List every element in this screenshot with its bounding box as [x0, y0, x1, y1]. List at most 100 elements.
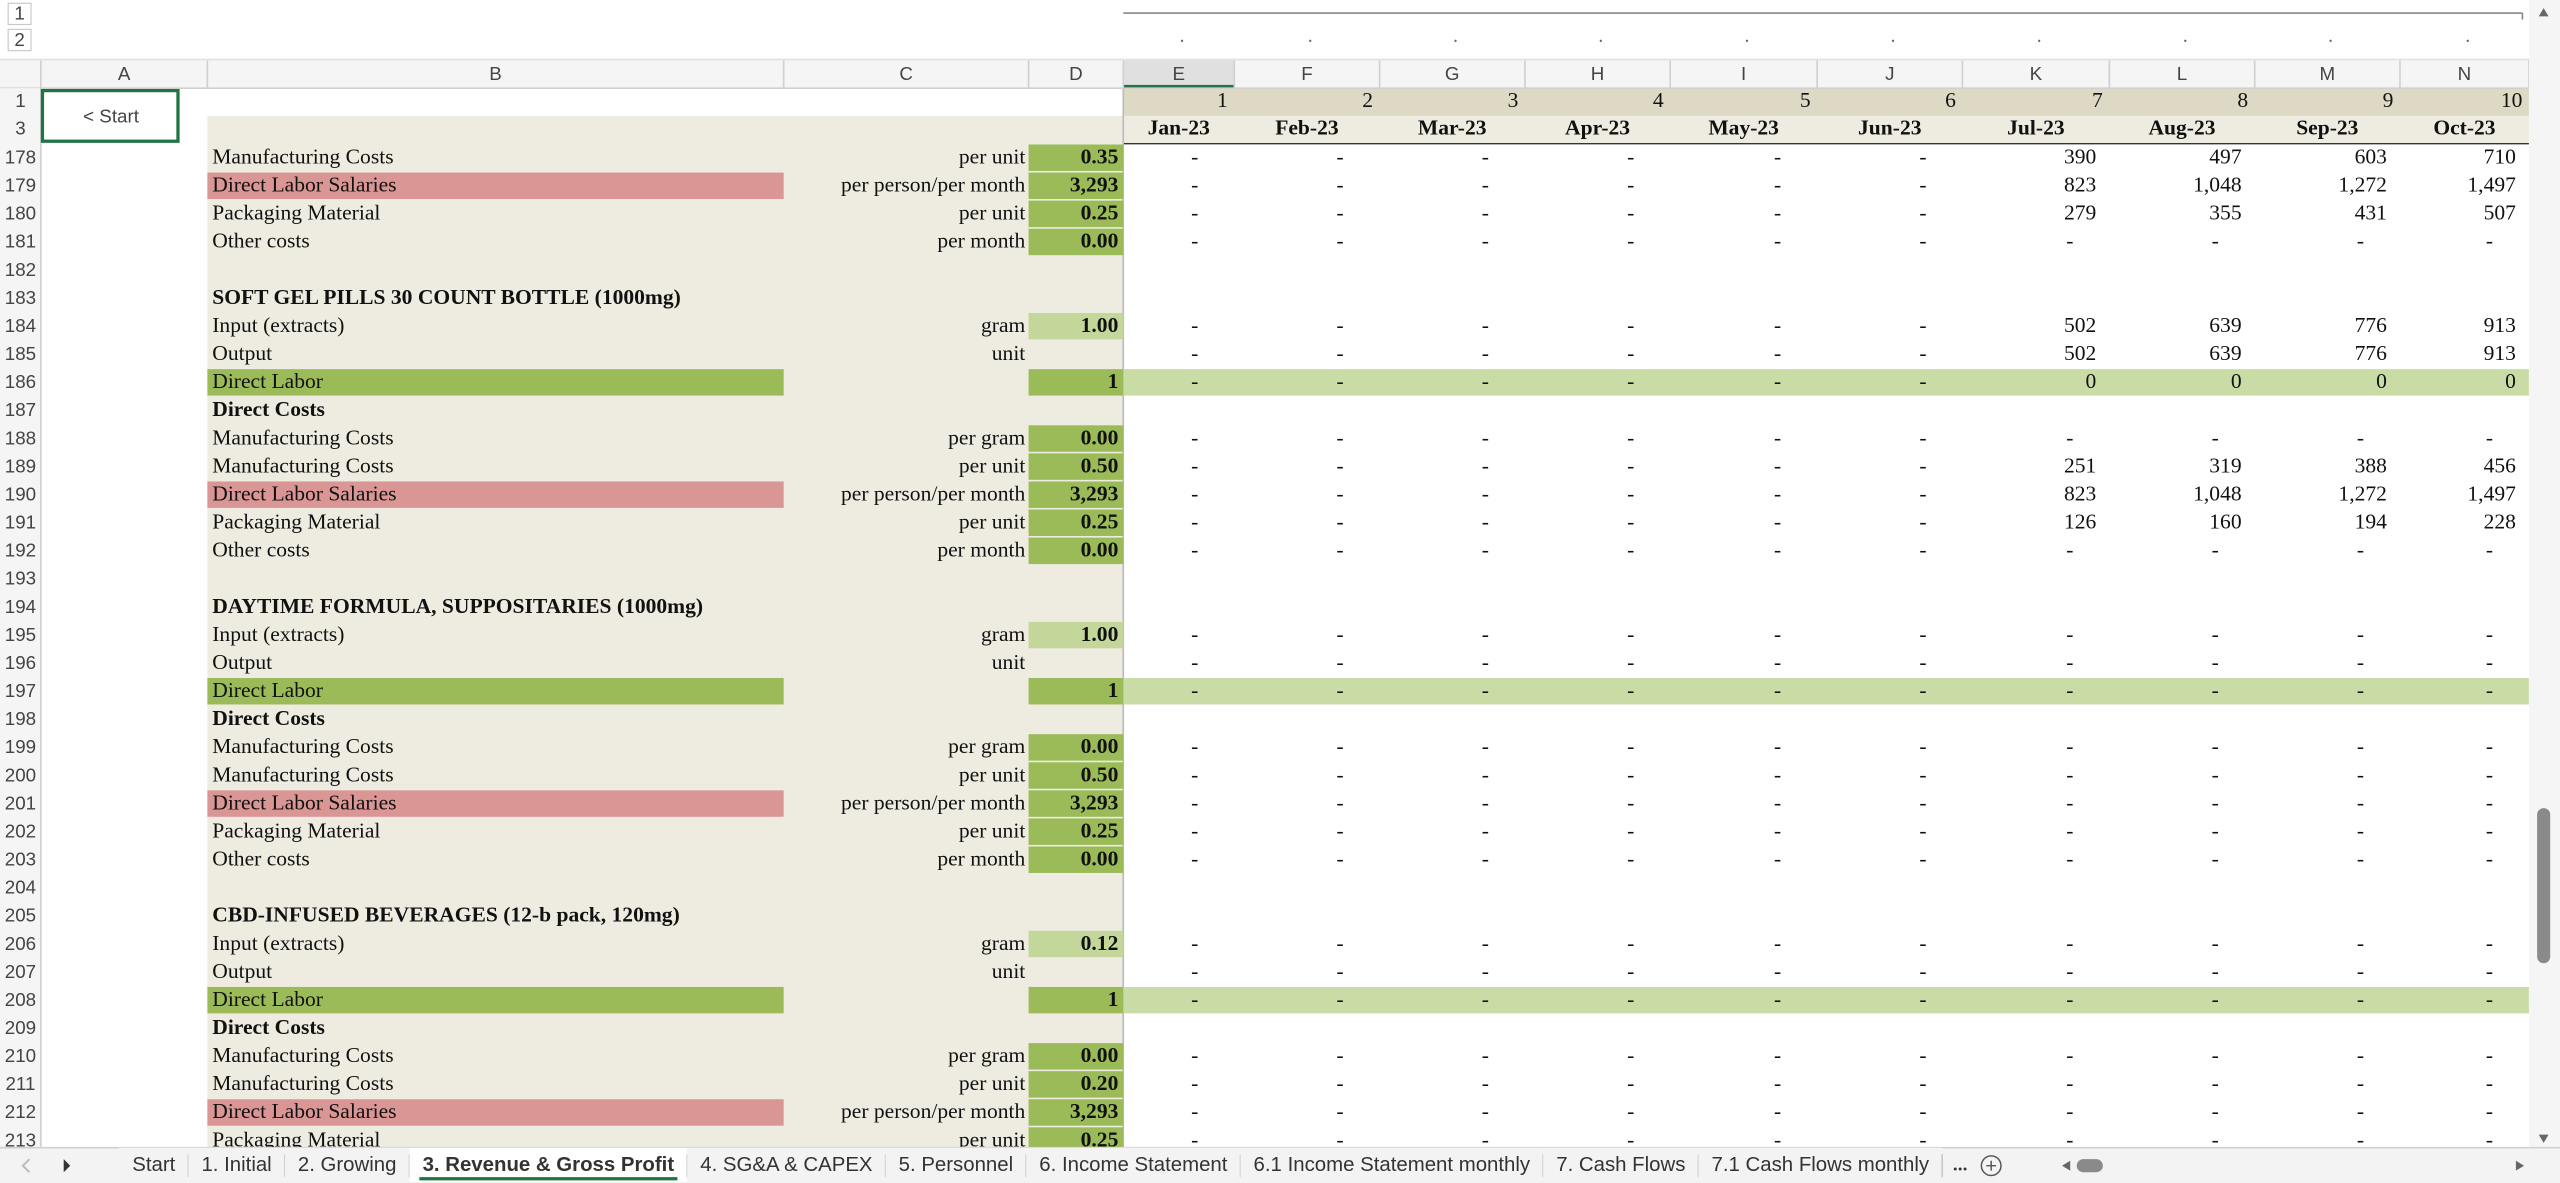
period-number: 5 — [1800, 88, 1811, 112]
cell-value: - — [1919, 959, 1926, 983]
cell-value: - — [1336, 1043, 1343, 1067]
cell-value: - — [1627, 453, 1634, 477]
sheet-tab[interactable] — [188, 1147, 285, 1183]
group-dot — [2038, 39, 2041, 42]
row-label: Direct Labor Salaries — [212, 173, 396, 197]
row-number: 3 — [15, 118, 25, 139]
cell-value: - — [2357, 959, 2364, 983]
cell-value: - — [1482, 762, 1489, 786]
cell-value: - — [1482, 622, 1489, 646]
row-number: 200 — [5, 764, 36, 785]
row-number: 184 — [5, 315, 36, 336]
unit-label: per gram — [948, 734, 1025, 758]
cell-value: - — [1336, 144, 1343, 168]
row-label: Input (extracts) — [212, 931, 344, 955]
cell-value: - — [1774, 1127, 1781, 1151]
cell-value: - — [2486, 959, 2493, 983]
cell-value: 823 — [2064, 173, 2096, 197]
h-scroll-left[interactable] — [2062, 1160, 2071, 1171]
outline-level-button[interactable] — [7, 28, 32, 52]
sheet-tab[interactable] — [687, 1147, 886, 1183]
row-number: 211 — [5, 1073, 35, 1094]
cell-value: - — [2066, 818, 2073, 842]
cell-value: - — [1627, 790, 1634, 814]
cell-value: - — [1627, 369, 1634, 393]
cell-value: - — [1627, 510, 1634, 534]
row-number: 209 — [5, 1017, 36, 1038]
cell-value: - — [1482, 425, 1489, 449]
month-header: Jul-23 — [2007, 116, 2065, 140]
unit-label: gram — [981, 931, 1026, 955]
cell-value: - — [2357, 538, 2364, 562]
cell-value: - — [1482, 959, 1489, 983]
cell-value: - — [2212, 987, 2219, 1011]
cell-value: 1,048 — [2193, 173, 2241, 197]
rate-value: 0.00 — [1081, 425, 1119, 449]
rate-fill — [1028, 537, 1124, 565]
sheet-tab-label: 6. Income Statement — [1039, 1154, 1227, 1176]
cell-value: 228 — [2484, 510, 2516, 534]
month-header: Jun-23 — [1858, 116, 1922, 140]
add-sheet[interactable] — [1980, 1155, 2002, 1177]
cell-value: - — [1627, 1127, 1634, 1151]
scroll-up[interactable] — [2538, 8, 2549, 17]
h-scroll-right[interactable] — [2515, 1160, 2525, 1171]
sheet-tab[interactable] — [119, 1147, 189, 1183]
cell-value: - — [1191, 173, 1198, 197]
cell-value: - — [1482, 987, 1489, 1011]
section-label: DAYTIME FORMULA, SUPPOSITARIES (1000mg) — [212, 594, 703, 618]
cell-value: - — [2357, 1043, 2364, 1067]
row-number: 182 — [5, 259, 36, 280]
scroll-thumb[interactable] — [2537, 808, 2551, 964]
cell-value: - — [1919, 818, 1926, 842]
column-header: N — [2458, 63, 2472, 84]
cell-value: - — [1336, 369, 1343, 393]
outline-level-button[interactable] — [7, 2, 32, 26]
cell-value: - — [1774, 762, 1781, 786]
h-scroll-thumb[interactable] — [2076, 1159, 2103, 1173]
cell-value: - — [2212, 425, 2219, 449]
sheet-tab[interactable] — [885, 1147, 1027, 1183]
scroll-down[interactable] — [2538, 1134, 2549, 1143]
sheet-tab[interactable] — [1698, 1147, 1943, 1183]
sheet-tab[interactable] — [1543, 1147, 1699, 1183]
sheet-tab[interactable] — [1026, 1147, 1241, 1183]
cell-value: - — [2066, 1099, 2073, 1123]
active-sheet-tab[interactable] — [409, 1147, 688, 1183]
sheet-tab[interactable] — [284, 1147, 410, 1183]
cell-value: - — [1191, 369, 1198, 393]
unit-label: per person/per month — [841, 481, 1026, 505]
cell-value: 497 — [2209, 144, 2242, 168]
unit-label: gram — [981, 622, 1026, 646]
rate-fill — [1028, 228, 1124, 256]
rate-fill — [1028, 144, 1124, 171]
column-header: D — [1069, 63, 1083, 84]
cell-value: - — [2066, 650, 2073, 674]
cell-value: - — [1774, 341, 1781, 365]
cell-value: - — [1774, 1043, 1781, 1067]
cell-value: - — [2066, 762, 2073, 786]
cell-value: - — [1336, 734, 1343, 758]
row-number: 181 — [5, 231, 36, 252]
more-tabs[interactable] — [1953, 1167, 1957, 1171]
cell-value: - — [2486, 1043, 2493, 1067]
tab-nav-next[interactable] — [63, 1159, 71, 1173]
period-number: 4 — [1653, 88, 1664, 112]
cell-value: - — [2486, 538, 2493, 562]
cell-value: - — [1919, 931, 1926, 955]
group-dot — [1454, 39, 1457, 42]
cell-value: - — [2212, 538, 2219, 562]
month-header: Apr-23 — [1565, 116, 1630, 140]
cell-value: - — [2486, 987, 2493, 1011]
cell-value: - — [2486, 734, 2493, 758]
column-header: B — [489, 63, 502, 84]
cell-value: - — [1191, 734, 1198, 758]
cell-value: - — [1191, 1071, 1198, 1095]
period-number: 8 — [2237, 88, 2248, 112]
column-header: K — [2030, 63, 2043, 84]
sheet-tab[interactable] — [1240, 1147, 1544, 1183]
group-dot — [1599, 39, 1602, 42]
tab-nav-prev[interactable] — [21, 1158, 31, 1173]
start-button[interactable] — [40, 88, 180, 143]
